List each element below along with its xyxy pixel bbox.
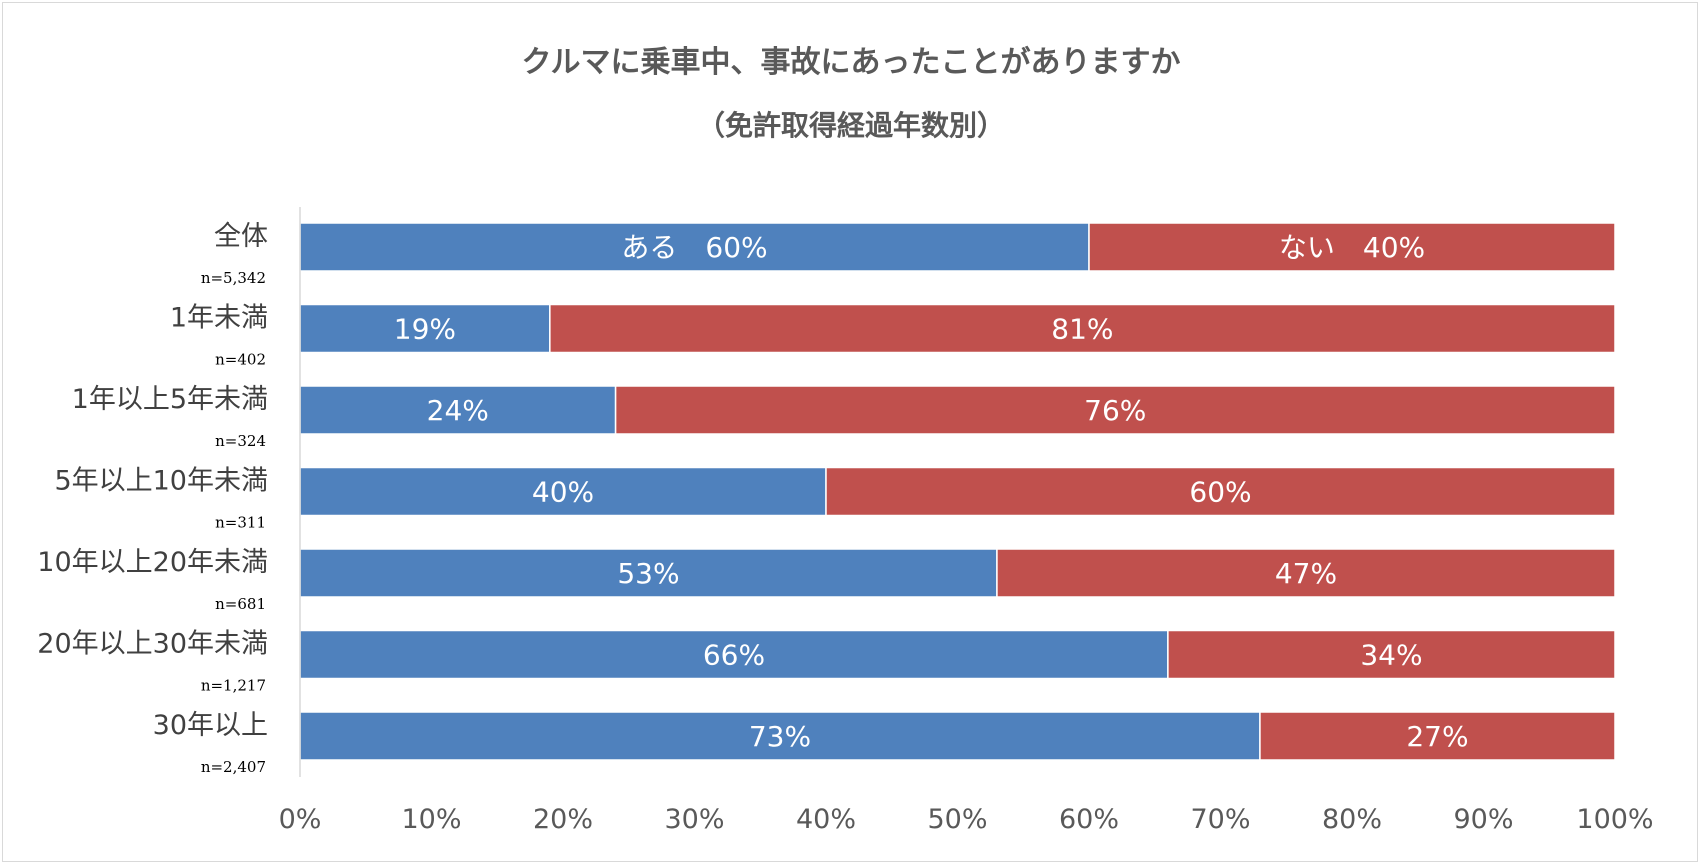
category-label-6: 30年以上 bbox=[153, 710, 268, 741]
x-tick-label-10: 100% bbox=[1576, 804, 1653, 835]
x-tick-label-6: 60% bbox=[1059, 804, 1119, 835]
sample-size-label-6: n=2,407 bbox=[201, 758, 266, 776]
x-tick-label-2: 20% bbox=[533, 804, 593, 835]
data-labels-group: ある 60% ない 40% 19% 81% 24% 76% 40% 60% 53% 47% 66% 3… bbox=[394, 231, 1469, 753]
data-label-nai-6: 27% bbox=[1406, 720, 1468, 753]
chart-subtitle: （免許取得経過年数別） bbox=[697, 109, 1005, 142]
x-tick-label-0: 0% bbox=[279, 804, 322, 835]
category-label-4: 10年以上20年未満 bbox=[37, 547, 268, 578]
x-tick-label-8: 80% bbox=[1322, 804, 1382, 835]
x-tick-label-7: 70% bbox=[1190, 804, 1250, 835]
category-label-1: 1年未満 bbox=[170, 303, 268, 334]
category-label-2: 1年以上5年未満 bbox=[72, 384, 268, 415]
bar-segment-nai-2 bbox=[614, 385, 1616, 435]
bar-segment-aru-4 bbox=[299, 548, 998, 598]
bar-segment-nai-4 bbox=[996, 548, 1616, 598]
bar-segment-aru-5 bbox=[299, 629, 1169, 680]
bar-segment-aru-6 bbox=[299, 711, 1261, 761]
data-label-nai-4: 47% bbox=[1275, 557, 1337, 590]
data-label-nai-5: 34% bbox=[1360, 639, 1422, 672]
sample-size-label-2: n=324 bbox=[215, 432, 266, 450]
category-labels-group: 全体 n=5,342 1年未満 n=402 1年以上5年未満 n=324 5年以上10年未満… bbox=[37, 221, 268, 776]
x-tick-label-9: 90% bbox=[1453, 804, 1513, 835]
bar-segment-nai-1 bbox=[549, 303, 1616, 354]
data-label-aru-0: ある 60% bbox=[621, 231, 767, 264]
bar-segment-nai-3 bbox=[825, 466, 1616, 517]
data-label-nai-0: ない 40% bbox=[1279, 231, 1425, 264]
data-label-aru-1: 19% bbox=[394, 313, 456, 346]
data-label-aru-2: 24% bbox=[427, 394, 489, 427]
data-label-aru-6: 73% bbox=[749, 720, 811, 753]
sample-size-label-1: n=402 bbox=[215, 351, 266, 369]
bar-segment-nai-0 bbox=[1088, 222, 1616, 272]
x-tick-labels-group: 0% 10% 20% 30% 40% 50% 60% 70% 80% 90% 100% bbox=[279, 804, 1654, 835]
category-label-3: 5年以上10年未満 bbox=[54, 466, 268, 497]
x-tick-label-4: 40% bbox=[796, 804, 856, 835]
x-tick-label-5: 50% bbox=[927, 804, 987, 835]
data-label-aru-3: 40% bbox=[532, 476, 594, 509]
chart-title: クルマに乗車中、事故にあったことがありますか bbox=[521, 45, 1180, 80]
sample-size-label-0: n=5,342 bbox=[201, 269, 266, 287]
sample-size-label-4: n=681 bbox=[215, 595, 266, 613]
data-label-nai-2: 76% bbox=[1084, 394, 1146, 427]
category-label-5: 20年以上30年未満 bbox=[37, 629, 268, 660]
sample-size-label-3: n=311 bbox=[215, 514, 266, 532]
category-label-0: 全体 bbox=[214, 221, 268, 252]
sample-size-label-5: n=1,217 bbox=[201, 677, 266, 695]
bar-segment-nai-5 bbox=[1167, 629, 1616, 680]
bars-group bbox=[299, 222, 1616, 761]
data-label-aru-4: 53% bbox=[617, 557, 679, 590]
data-label-nai-3: 60% bbox=[1189, 476, 1251, 509]
x-tick-label-1: 10% bbox=[401, 804, 461, 835]
x-tick-label-3: 30% bbox=[664, 804, 724, 835]
data-label-aru-5: 66% bbox=[703, 639, 765, 672]
bar-segment-nai-6 bbox=[1259, 711, 1616, 761]
bar-segment-aru-0 bbox=[299, 222, 1090, 272]
data-label-nai-1: 81% bbox=[1051, 313, 1113, 346]
